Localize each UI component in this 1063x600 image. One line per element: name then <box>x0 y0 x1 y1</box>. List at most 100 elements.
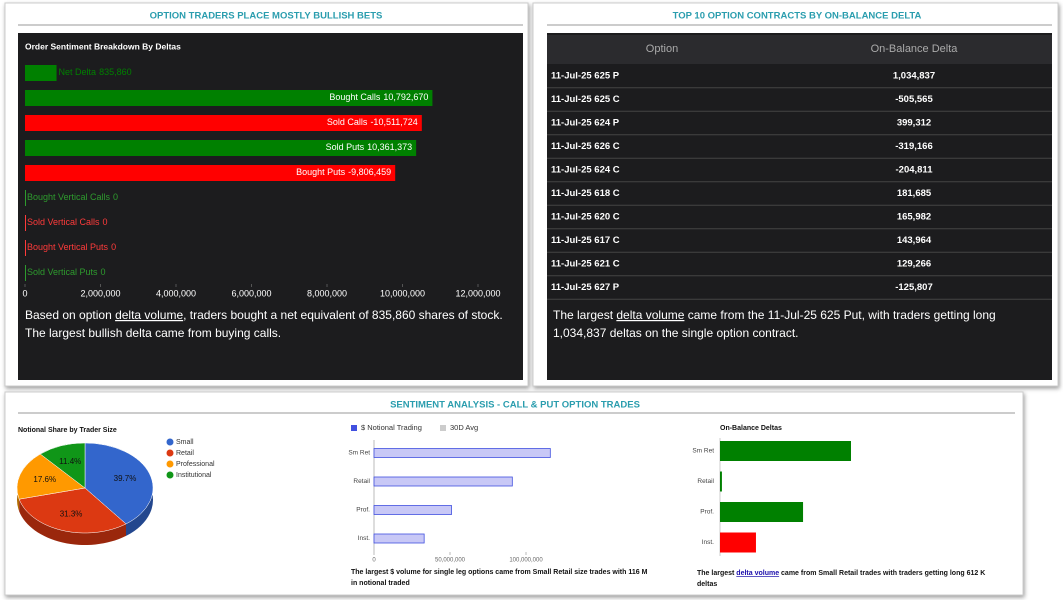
legend-swatch <box>166 460 174 468</box>
bar <box>25 115 422 131</box>
caption-text: came from Small Retail trades with trade… <box>779 570 985 577</box>
cell: 165,982 <box>897 212 931 223</box>
bar <box>373 448 551 458</box>
x-tick-label: 6,000,000 <box>231 288 271 298</box>
category-label: Sold Puts <box>326 142 365 152</box>
link[interactable]: delta volume <box>115 308 183 322</box>
bar <box>720 502 804 522</box>
legend-swatch <box>166 449 174 457</box>
cell: -319,166 <box>895 141 933 152</box>
cell: 143,964 <box>897 235 932 246</box>
value-label: 835,860 <box>99 67 132 77</box>
cell: -204,811 <box>896 165 934 176</box>
bar <box>720 471 722 492</box>
cell: 11-Jul-25 625 C <box>551 94 620 105</box>
link[interactable]: delta volume <box>736 570 779 577</box>
cell: 129,266 <box>897 259 931 270</box>
panel-title: TOP 10 OPTION CONTRACTS BY ON-BALANCE DE… <box>673 11 922 22</box>
category-label: Bought Vertical Puts <box>27 242 109 252</box>
category-label: Net Delta <box>59 67 97 77</box>
category-label: Sold Calls <box>327 117 368 127</box>
value-label: 0 <box>101 267 106 277</box>
bar <box>25 190 26 206</box>
value-label: 0 <box>103 217 108 227</box>
y-tick-label: Retail <box>353 478 370 485</box>
link[interactable]: delta volume <box>616 308 684 322</box>
bar <box>25 215 26 231</box>
caption: 1,034,837 deltas on the single option co… <box>553 326 799 340</box>
x-tick-label: 0 <box>22 288 27 298</box>
x-tick-label: 8,000,000 <box>307 288 347 298</box>
slice-label: 17.6% <box>33 475 56 484</box>
data-label: Sold Puts 10,361,373 <box>326 142 413 152</box>
value-label: -9,806,459 <box>348 167 391 177</box>
cell: 11-Jul-25 618 C <box>551 188 620 199</box>
category-label: Bought Puts <box>296 167 346 177</box>
y-tick-label: Prof. <box>700 509 714 516</box>
bar <box>373 505 452 515</box>
cell: 399,312 <box>897 118 931 129</box>
legend-label: Small <box>176 439 194 446</box>
legend-label: $ Notional Trading <box>361 423 422 432</box>
data-label: Sold Vertical Puts 0 <box>27 267 106 277</box>
legend-swatch <box>166 438 174 446</box>
bar <box>25 165 396 181</box>
column-header: Option <box>646 43 678 55</box>
caption: Based on option delta volume, traders bo… <box>25 308 503 322</box>
legend-label: Professional <box>176 461 215 468</box>
bar <box>720 532 756 553</box>
pie-slice <box>18 487 127 534</box>
bar <box>25 265 26 281</box>
data-label: Net Delta 835,860 <box>59 67 132 77</box>
cell: 11-Jul-25 625 P <box>551 71 620 82</box>
legend-swatch <box>351 425 357 431</box>
x-tick-label: 100,000,000 <box>509 558 543 564</box>
column-header: On-Balance Delta <box>871 43 959 55</box>
category-label: Bought Calls <box>329 92 381 102</box>
cell: 11-Jul-25 617 C <box>551 235 620 246</box>
y-tick-label: Prof. <box>356 507 370 514</box>
value-label: 10,361,373 <box>367 142 412 152</box>
x-tick-label: 50,000,000 <box>435 558 466 564</box>
category-label: Sold Vertical Calls <box>27 217 100 227</box>
x-tick-label: 10,000,000 <box>380 288 425 298</box>
bar <box>720 441 851 461</box>
pie-slice <box>39 442 86 489</box>
data-label: Bought Puts -9,806,459 <box>296 167 391 177</box>
y-tick-label: Sm Ret <box>692 448 714 455</box>
legend-swatch <box>440 425 446 431</box>
cell: 181,685 <box>897 188 932 199</box>
caption: The largest $ volume for single leg opti… <box>351 569 648 576</box>
value-label: 10,792,670 <box>383 92 428 102</box>
caption: deltas <box>697 581 717 588</box>
category-label: Bought Vertical Calls <box>27 192 111 202</box>
table-header <box>547 35 1052 64</box>
bar <box>25 65 57 81</box>
cell: 11-Jul-25 621 C <box>551 259 620 270</box>
y-tick-label: Sm Ret <box>348 450 370 457</box>
value-label: 0 <box>111 242 116 252</box>
cell: 11-Jul-25 620 C <box>551 212 620 223</box>
caption-text: came from the 11-Jul-25 625 Put, with tr… <box>684 308 995 322</box>
panel-title: OPTION TRADERS PLACE MOSTLY BULLISH BETS <box>150 11 383 22</box>
x-tick-label: 4,000,000 <box>156 288 196 298</box>
cell: 11-Jul-25 626 C <box>551 141 620 152</box>
x-tick-label: 0 <box>372 558 376 564</box>
value-label: -10,511,724 <box>370 117 417 127</box>
x-tick-label: 2,000,000 <box>80 288 120 298</box>
category-label: Sold Vertical Puts <box>27 267 98 277</box>
chart-title: Order Sentiment Breakdown By Deltas <box>25 41 181 51</box>
slice-label: 39.7% <box>114 474 137 483</box>
legend-label: 30D Avg <box>450 423 478 432</box>
x-tick-label: 12,000,000 <box>455 288 500 298</box>
pie-slice <box>16 453 86 500</box>
panel <box>4 391 1024 596</box>
data-label: Sold Vertical Calls 0 <box>27 217 108 227</box>
slice-label: 11.4% <box>59 457 81 466</box>
bar <box>25 240 26 256</box>
caption-text: The largest <box>553 308 616 322</box>
value-label: 0 <box>113 192 118 202</box>
pie-side <box>19 499 126 546</box>
chart-title: On-Balance Deltas <box>720 425 782 432</box>
